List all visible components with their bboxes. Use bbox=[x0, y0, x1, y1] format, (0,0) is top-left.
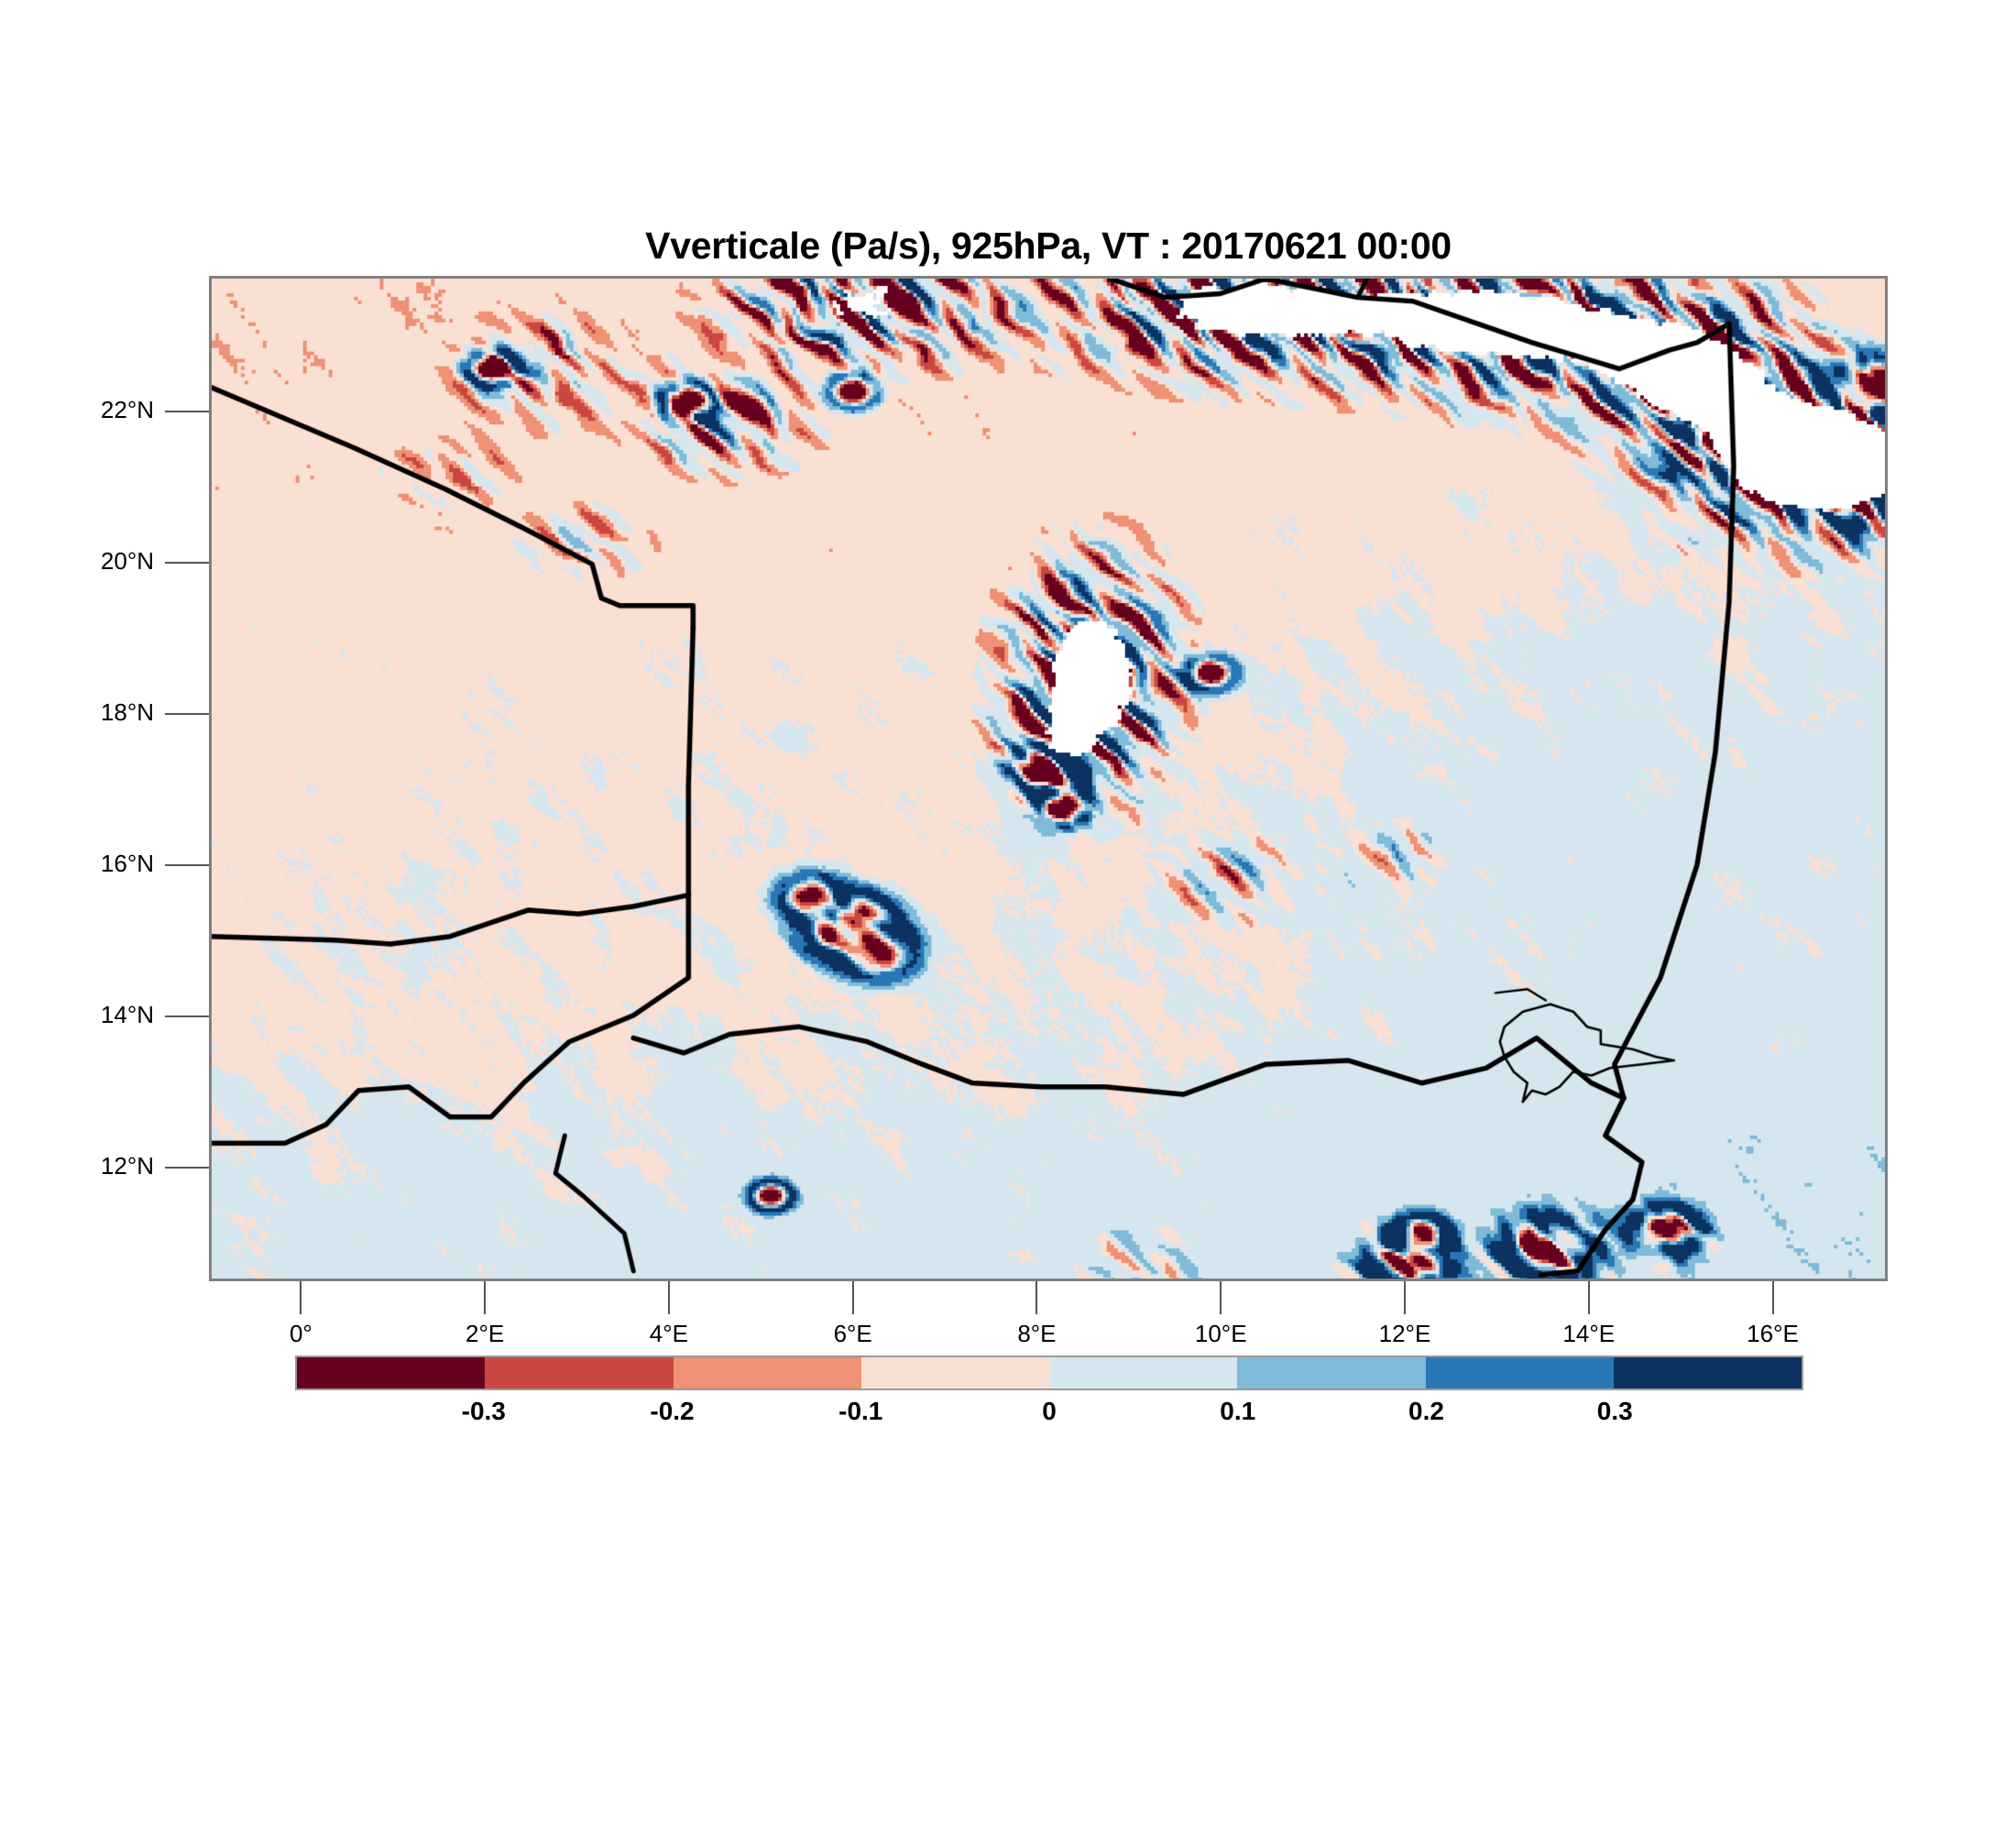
vertical-velocity-heatmap bbox=[212, 279, 1885, 1279]
colorbar-segment-2 bbox=[673, 1357, 861, 1388]
latitude-tick-label: 12°N bbox=[100, 1152, 154, 1180]
longitude-tick-label: 12°E bbox=[1378, 1320, 1431, 1347]
latitude-tick-label: 20°N bbox=[100, 547, 154, 576]
colorbar-tick-label: -0.3 bbox=[461, 1397, 506, 1425]
longitude-tick bbox=[1403, 1281, 1406, 1314]
latitude-tick bbox=[165, 1167, 209, 1169]
colorbar-tick-label: 0.3 bbox=[1596, 1397, 1633, 1425]
longitude-tick-label: 8°E bbox=[1017, 1320, 1057, 1347]
longitude-tick bbox=[1035, 1281, 1038, 1314]
colorbar-tick-label: 0.2 bbox=[1408, 1397, 1444, 1425]
longitude-tick-label: 4°E bbox=[649, 1320, 688, 1347]
colorbar-segment-1 bbox=[485, 1357, 674, 1388]
colorbar-segment-4 bbox=[1049, 1357, 1238, 1388]
colorbar-tick-label: -0.1 bbox=[838, 1397, 883, 1425]
map-plot-area bbox=[209, 276, 1888, 1281]
latitude-tick-label: 22°N bbox=[100, 396, 154, 424]
latitude-tick-label: 14°N bbox=[100, 1001, 154, 1029]
longitude-tick bbox=[1220, 1281, 1222, 1314]
longitude-tick bbox=[300, 1281, 302, 1314]
longitude-tick-label: 6°E bbox=[833, 1320, 872, 1347]
longitude-tick-label: 2°E bbox=[466, 1320, 505, 1347]
latitude-tick-label: 16°N bbox=[100, 850, 154, 878]
colorbar bbox=[295, 1356, 1803, 1390]
longitude-tick-label: 16°E bbox=[1747, 1320, 1799, 1347]
longitude-tick bbox=[667, 1281, 670, 1314]
longitude-tick-label: 14°E bbox=[1562, 1320, 1616, 1347]
longitude-tick-label: 10°E bbox=[1194, 1320, 1247, 1347]
colorbar-segment-3 bbox=[860, 1357, 1049, 1388]
longitude-tick bbox=[851, 1281, 854, 1314]
colorbar-tick-label: -0.2 bbox=[650, 1397, 695, 1425]
latitude-tick bbox=[165, 1015, 209, 1018]
latitude-tick bbox=[165, 864, 209, 867]
colorbar-segment-0 bbox=[297, 1357, 486, 1388]
longitude-tick bbox=[1771, 1281, 1774, 1314]
colorbar-segment-7 bbox=[1613, 1357, 1802, 1388]
longitude-tick bbox=[1587, 1281, 1590, 1314]
colorbar-segment-5 bbox=[1237, 1357, 1426, 1388]
longitude-tick-label: 0° bbox=[289, 1320, 312, 1347]
latitude-tick bbox=[165, 411, 209, 413]
colorbar-tick-label: 0.1 bbox=[1220, 1397, 1256, 1425]
colorbar-tick-label: 0 bbox=[1042, 1397, 1057, 1425]
longitude-tick bbox=[484, 1281, 487, 1314]
colorbar-segment-6 bbox=[1425, 1357, 1614, 1388]
page-title: Vverticale (Pa/s), 925hPa, VT : 20170621… bbox=[645, 225, 1452, 267]
latitude-tick-label: 18°N bbox=[100, 698, 154, 727]
latitude-tick bbox=[165, 713, 209, 716]
latitude-tick bbox=[165, 562, 209, 565]
